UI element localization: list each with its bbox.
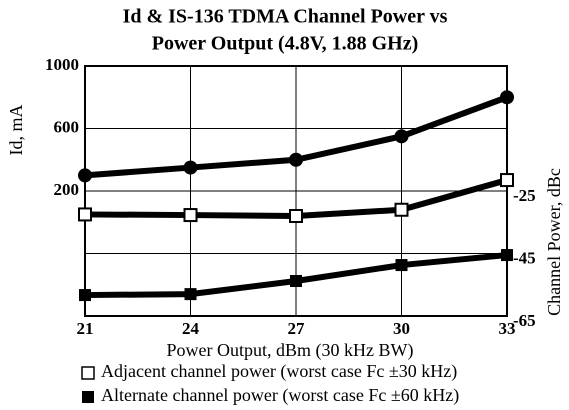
x-tick-label: 30 [393, 319, 410, 338]
marker [290, 275, 302, 287]
marker [289, 152, 303, 167]
chart-title: Power Output (4.8V, 1.88 GHz) [152, 33, 418, 55]
marker [183, 208, 198, 223]
y-axis-label: Id, mA [6, 105, 26, 156]
chart-title: Id & IS-136 TDMA Channel Power vs [123, 6, 448, 28]
y-tick-label: 600 [54, 117, 80, 136]
marker [79, 289, 91, 302]
legend-label: Alternate channel power (worst case Fc ±… [101, 385, 459, 406]
marker [501, 249, 513, 262]
y-tick-label: 200 [54, 180, 80, 199]
marker [78, 207, 92, 222]
marker [500, 173, 514, 188]
legend-marker [82, 391, 94, 403]
y2-tick-label: -45 [513, 248, 536, 267]
marker [394, 129, 409, 144]
marker [394, 202, 409, 217]
y-tick-label: 1000 [45, 55, 79, 74]
marker [184, 288, 197, 301]
marker [395, 259, 408, 272]
y2-axis-label: Channel Power, dBc [544, 168, 564, 316]
x-tick-label: 24 [182, 319, 200, 338]
marker [500, 90, 514, 105]
x-axis-label: Power Output, dBm (30 kHz BW) [167, 340, 414, 361]
x-tick-label: 21 [77, 319, 94, 338]
x-tick-label: 27 [288, 319, 306, 338]
x-tick-label: 33 [499, 319, 516, 338]
legend-marker [81, 366, 95, 380]
marker [78, 168, 92, 183]
y2-tick-label: -65 [513, 311, 536, 330]
legend-label: Adjacent channel power (worst case Fc ±3… [101, 361, 457, 382]
y2-tick-label: -25 [513, 186, 536, 205]
marker [289, 209, 303, 223]
marker [183, 160, 198, 175]
